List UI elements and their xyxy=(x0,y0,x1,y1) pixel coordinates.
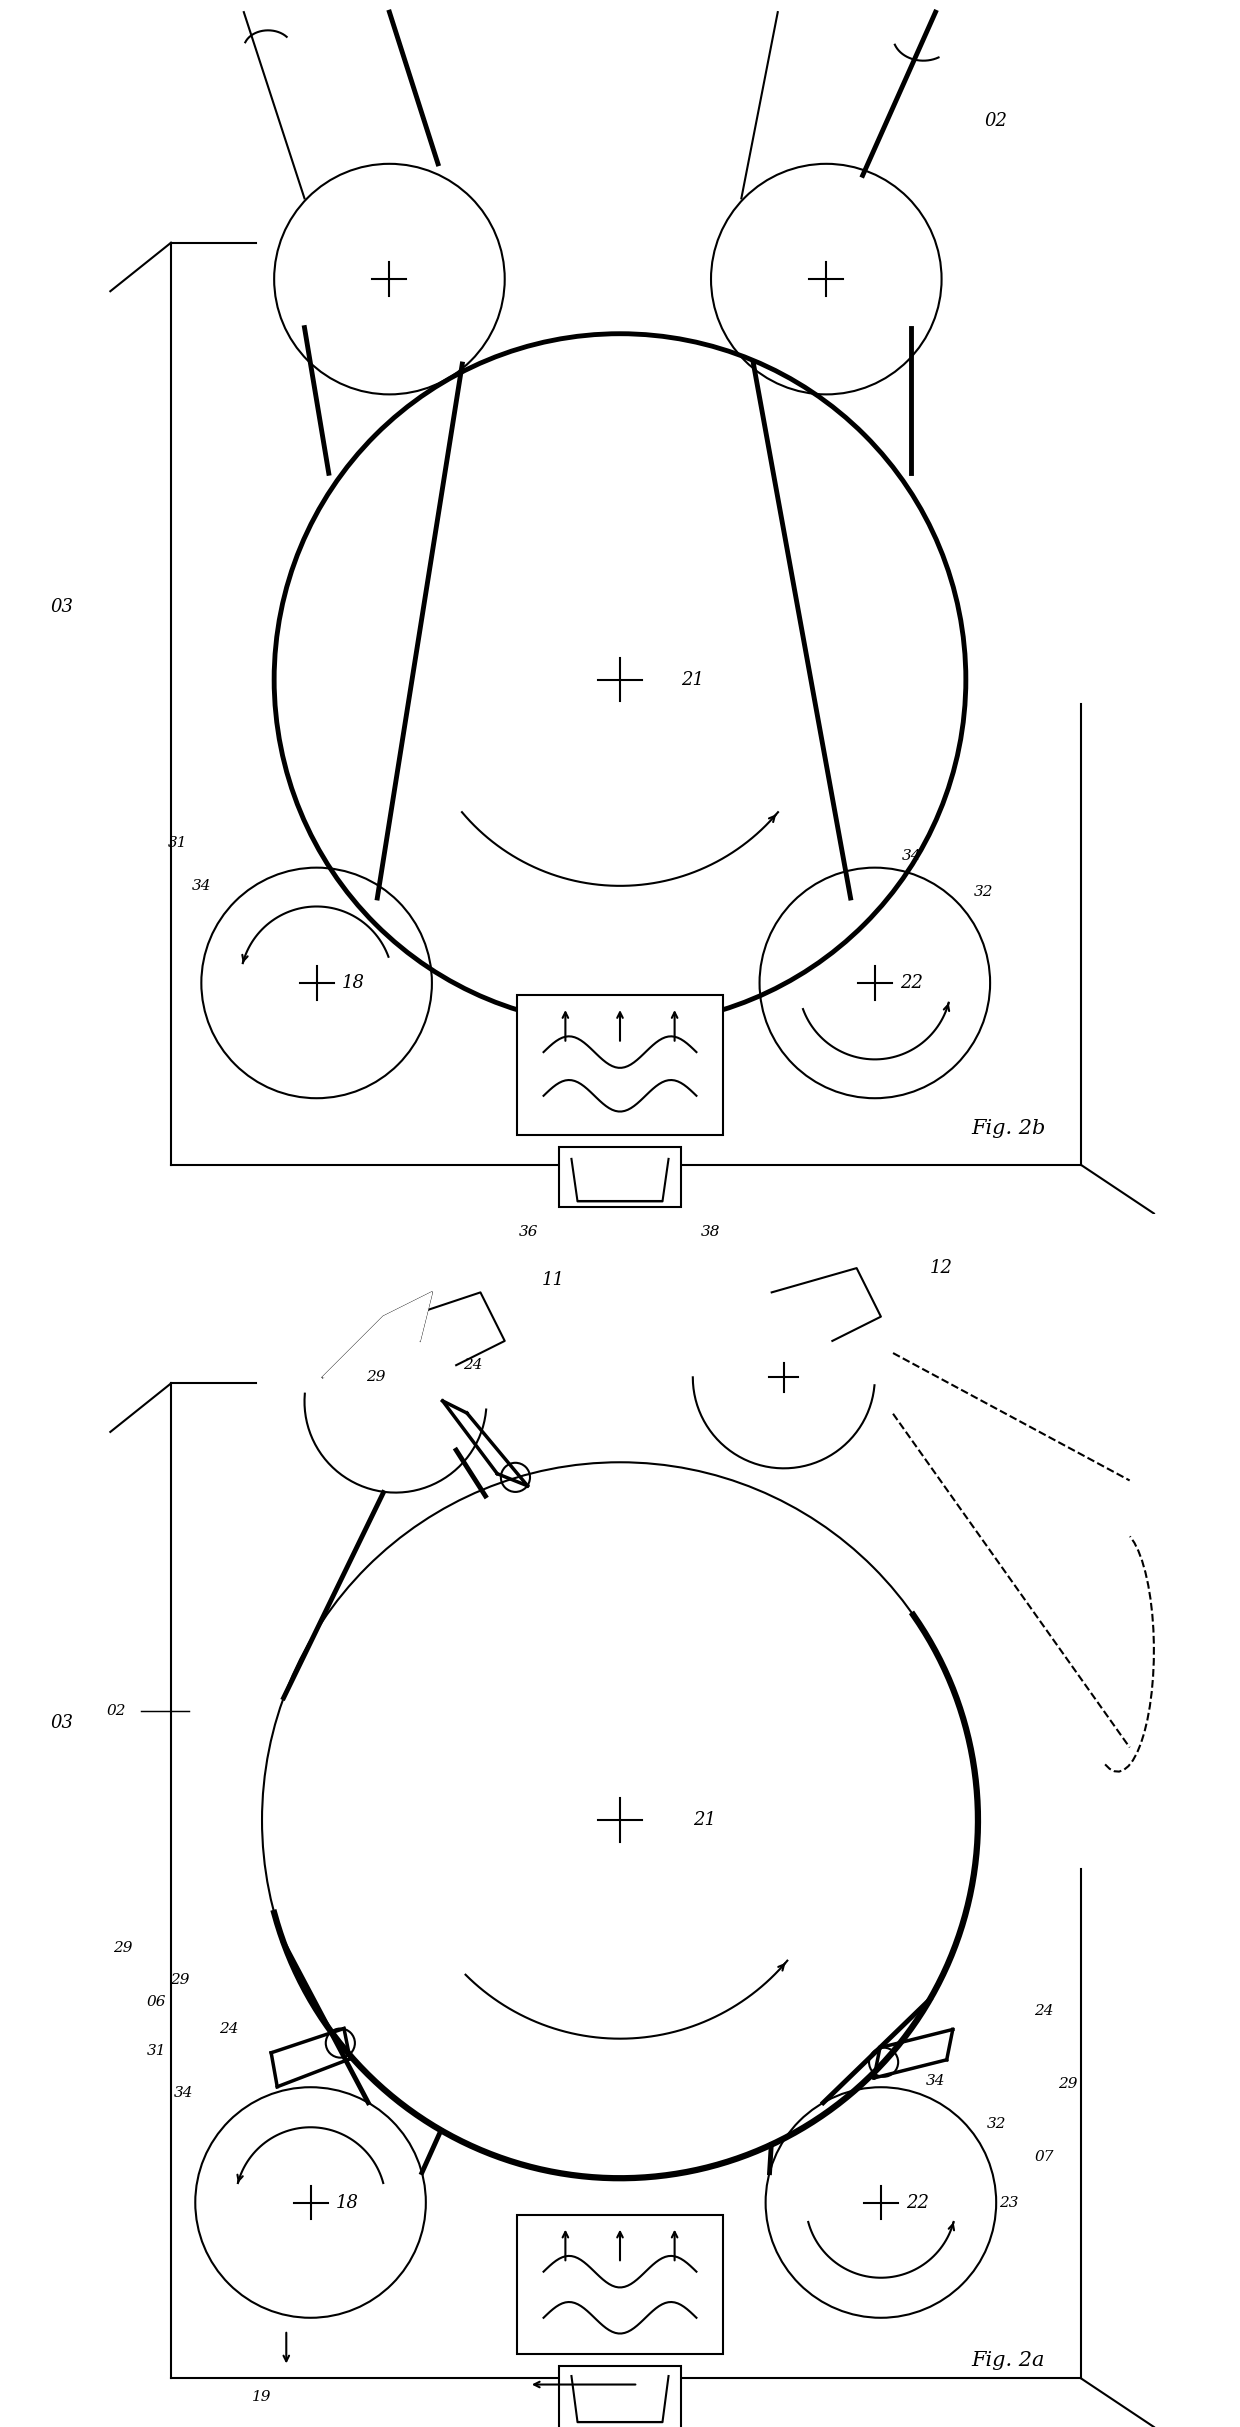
Text: 22: 22 xyxy=(905,2194,929,2211)
Text: 34: 34 xyxy=(926,2075,945,2087)
Text: 29: 29 xyxy=(366,1369,386,1383)
Text: 02: 02 xyxy=(985,112,1008,131)
Text: 29: 29 xyxy=(113,1942,133,1954)
Text: 34: 34 xyxy=(192,879,211,893)
Bar xyxy=(517,2213,723,2354)
Text: 21: 21 xyxy=(693,1811,717,1830)
Text: 32: 32 xyxy=(975,886,993,898)
Text: 11: 11 xyxy=(542,1272,564,1289)
Text: 24: 24 xyxy=(219,2022,238,2036)
Text: 31: 31 xyxy=(167,837,187,849)
Text: 19: 19 xyxy=(252,2391,272,2403)
Text: 21: 21 xyxy=(681,670,704,689)
Bar xyxy=(559,2366,681,2427)
Text: 32: 32 xyxy=(987,2116,1006,2131)
Text: 18: 18 xyxy=(341,973,365,993)
Text: Fig. 2a: Fig. 2a xyxy=(972,2352,1045,2369)
Text: 03: 03 xyxy=(51,597,73,616)
Text: 34: 34 xyxy=(174,2087,193,2099)
Text: 31: 31 xyxy=(146,2044,166,2058)
Text: 24: 24 xyxy=(464,1357,482,1371)
Text: Fig. 2b: Fig. 2b xyxy=(971,1119,1045,1138)
Text: 34: 34 xyxy=(901,849,921,862)
Text: 18: 18 xyxy=(336,2194,358,2211)
Polygon shape xyxy=(322,1291,432,1379)
Text: 22: 22 xyxy=(900,973,923,993)
Text: 12: 12 xyxy=(930,1260,954,1277)
Bar xyxy=(517,995,723,1136)
Text: 23: 23 xyxy=(998,2196,1018,2209)
Text: 29: 29 xyxy=(170,1973,190,1988)
Text: 24: 24 xyxy=(1034,2005,1054,2019)
Bar xyxy=(559,1146,681,1206)
Text: 38: 38 xyxy=(702,1226,720,1238)
Text: 29: 29 xyxy=(1058,2078,1078,2092)
Text: 02: 02 xyxy=(107,1704,126,1718)
Text: 06: 06 xyxy=(146,1995,166,2010)
Text: 07: 07 xyxy=(1034,2150,1054,2165)
Text: 36: 36 xyxy=(520,1226,538,1238)
Text: 03: 03 xyxy=(51,1713,73,1733)
